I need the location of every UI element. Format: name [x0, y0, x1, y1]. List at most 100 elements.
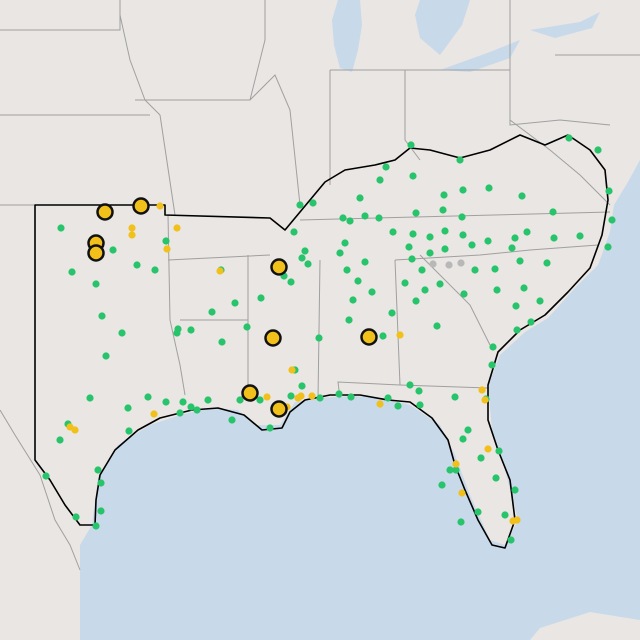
grey-marker[interactable]	[429, 260, 437, 268]
green-marker[interactable]	[193, 406, 201, 414]
green-marker[interactable]	[412, 209, 420, 217]
green-marker[interactable]	[477, 454, 485, 462]
green-marker[interactable]	[379, 332, 387, 340]
green-marker[interactable]	[346, 217, 354, 225]
yellow-marker[interactable]	[128, 231, 136, 239]
green-marker[interactable]	[511, 234, 519, 242]
green-marker[interactable]	[426, 249, 434, 257]
green-marker[interactable]	[388, 309, 396, 317]
green-marker[interactable]	[440, 191, 448, 199]
green-marker[interactable]	[543, 259, 551, 267]
green-marker[interactable]	[456, 156, 464, 164]
green-marker[interactable]	[501, 511, 509, 519]
yellow-marker[interactable]	[288, 366, 296, 374]
green-marker[interactable]	[439, 206, 447, 214]
green-marker[interactable]	[361, 258, 369, 266]
green-marker[interactable]	[511, 486, 519, 494]
green-marker[interactable]	[495, 447, 503, 455]
green-marker[interactable]	[298, 382, 306, 390]
green-marker[interactable]	[409, 230, 417, 238]
green-marker[interactable]	[218, 338, 226, 346]
green-marker[interactable]	[512, 302, 520, 310]
green-marker[interactable]	[549, 208, 557, 216]
green-marker[interactable]	[287, 392, 295, 400]
green-marker[interactable]	[459, 435, 467, 443]
green-marker[interactable]	[118, 329, 126, 337]
green-marker[interactable]	[356, 194, 364, 202]
green-marker[interactable]	[513, 326, 521, 334]
green-marker[interactable]	[42, 472, 50, 480]
green-marker[interactable]	[416, 401, 424, 409]
green-marker[interactable]	[301, 247, 309, 255]
green-marker[interactable]	[474, 508, 482, 516]
large-yellow-marker[interactable]	[270, 258, 288, 276]
green-marker[interactable]	[173, 329, 181, 337]
green-marker[interactable]	[243, 323, 251, 331]
green-marker[interactable]	[68, 268, 76, 276]
green-marker[interactable]	[335, 390, 343, 398]
green-marker[interactable]	[459, 186, 467, 194]
green-marker[interactable]	[228, 416, 236, 424]
green-marker[interactable]	[491, 265, 499, 273]
green-marker[interactable]	[468, 241, 476, 249]
green-marker[interactable]	[418, 266, 426, 274]
green-marker[interactable]	[457, 518, 465, 526]
green-marker[interactable]	[409, 172, 417, 180]
green-marker[interactable]	[57, 224, 65, 232]
green-marker[interactable]	[375, 214, 383, 222]
large-yellow-marker[interactable]	[360, 328, 378, 346]
green-marker[interactable]	[257, 294, 265, 302]
large-yellow-marker[interactable]	[87, 244, 105, 262]
green-marker[interactable]	[407, 141, 415, 149]
large-yellow-marker[interactable]	[132, 197, 150, 215]
green-marker[interactable]	[518, 192, 526, 200]
green-marker[interactable]	[124, 404, 132, 412]
yellow-marker[interactable]	[452, 460, 460, 468]
large-yellow-marker[interactable]	[270, 400, 288, 418]
green-marker[interactable]	[405, 243, 413, 251]
green-marker[interactable]	[256, 396, 264, 404]
green-marker[interactable]	[485, 184, 493, 192]
green-marker[interactable]	[394, 402, 402, 410]
green-marker[interactable]	[204, 396, 212, 404]
yellow-marker[interactable]	[71, 426, 79, 434]
green-marker[interactable]	[309, 199, 317, 207]
green-marker[interactable]	[426, 233, 434, 241]
green-marker[interactable]	[349, 296, 357, 304]
green-marker[interactable]	[382, 163, 390, 171]
green-marker[interactable]	[304, 260, 312, 268]
green-marker[interactable]	[133, 261, 141, 269]
green-marker[interactable]	[72, 513, 80, 521]
green-marker[interactable]	[421, 286, 429, 294]
green-marker[interactable]	[516, 257, 524, 265]
yellow-marker[interactable]	[376, 400, 384, 408]
green-marker[interactable]	[94, 466, 102, 474]
green-marker[interactable]	[458, 213, 466, 221]
green-marker[interactable]	[296, 201, 304, 209]
yellow-marker[interactable]	[297, 392, 305, 400]
green-marker[interactable]	[361, 212, 369, 220]
green-marker[interactable]	[438, 481, 446, 489]
green-marker[interactable]	[97, 507, 105, 515]
yellow-marker[interactable]	[513, 516, 521, 524]
large-yellow-marker[interactable]	[264, 329, 282, 347]
green-marker[interactable]	[236, 396, 244, 404]
green-marker[interactable]	[441, 245, 449, 253]
green-marker[interactable]	[565, 134, 573, 142]
green-marker[interactable]	[594, 146, 602, 154]
yellow-marker[interactable]	[128, 224, 136, 232]
green-marker[interactable]	[341, 239, 349, 247]
yellow-marker[interactable]	[263, 393, 271, 401]
yellow-marker[interactable]	[173, 224, 181, 232]
green-marker[interactable]	[144, 393, 152, 401]
green-marker[interactable]	[86, 394, 94, 402]
green-marker[interactable]	[436, 280, 444, 288]
yellow-marker[interactable]	[481, 396, 489, 404]
green-marker[interactable]	[412, 297, 420, 305]
green-marker[interactable]	[389, 228, 397, 236]
green-marker[interactable]	[484, 237, 492, 245]
green-marker[interactable]	[460, 290, 468, 298]
green-marker[interactable]	[446, 466, 454, 474]
green-marker[interactable]	[102, 352, 110, 360]
green-marker[interactable]	[231, 299, 239, 307]
